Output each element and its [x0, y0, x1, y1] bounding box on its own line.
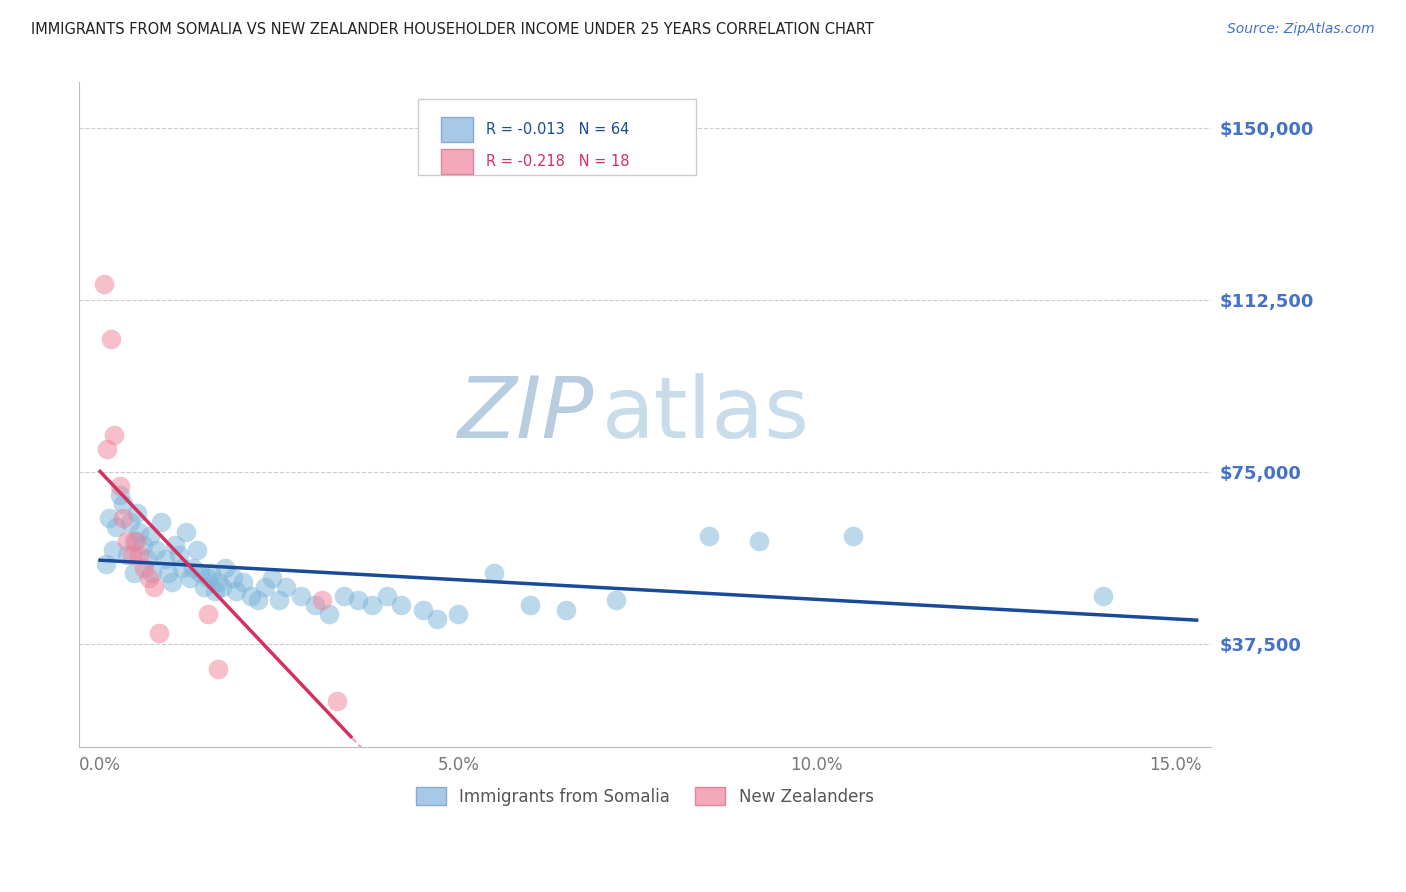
Point [160, 575, 183, 590]
Point [181, 561, 204, 575]
Point [207, 575, 229, 590]
Point [148, 625, 170, 640]
Point [128, 548, 150, 562]
Point [103, 428, 125, 442]
Point [412, 602, 434, 616]
Point [211, 580, 233, 594]
Point [325, 694, 347, 708]
Point [260, 570, 283, 584]
Text: ZIP: ZIP [457, 373, 593, 456]
Point [138, 570, 160, 584]
Point [197, 570, 219, 584]
Point [304, 598, 326, 612]
Point [389, 598, 412, 612]
Point [134, 561, 156, 575]
Point [93, 277, 115, 291]
Point [108, 479, 131, 493]
Point [101, 543, 124, 558]
Bar [441, 149, 472, 174]
Point [94, 557, 117, 571]
Point [200, 566, 222, 580]
Point [1092, 589, 1115, 603]
Point [204, 584, 226, 599]
Point [111, 497, 134, 511]
Point [124, 533, 146, 548]
Point [311, 593, 333, 607]
Point [225, 584, 247, 599]
Point [139, 529, 162, 543]
Bar [441, 117, 472, 143]
Point [96, 442, 118, 456]
Text: atlas: atlas [602, 373, 810, 456]
Text: R = -0.013   N = 64: R = -0.013 N = 64 [486, 122, 630, 137]
Point [253, 580, 276, 594]
Point [141, 566, 163, 580]
Point [332, 589, 354, 603]
Point [207, 662, 229, 676]
Point [426, 612, 449, 626]
Point [145, 543, 167, 558]
Point [174, 524, 197, 539]
Point [447, 607, 470, 622]
Legend: Immigrants from Somalia, New Zealanders: Immigrants from Somalia, New Zealanders [409, 780, 880, 813]
Point [100, 332, 122, 346]
Point [157, 566, 180, 580]
Point [214, 561, 236, 575]
Point [104, 520, 127, 534]
Point [135, 552, 157, 566]
Point [484, 566, 506, 580]
Point [232, 575, 254, 590]
Text: R = -0.218   N = 18: R = -0.218 N = 18 [486, 153, 630, 169]
Point [142, 580, 165, 594]
Point [124, 566, 146, 580]
Point [221, 570, 243, 584]
Point [605, 593, 627, 607]
Point [117, 548, 139, 562]
Point [125, 533, 148, 548]
Point [290, 589, 312, 603]
Point [375, 589, 398, 603]
Point [108, 488, 131, 502]
Point [111, 511, 134, 525]
Point [190, 566, 212, 580]
Point [246, 593, 269, 607]
Point [153, 552, 176, 566]
FancyBboxPatch shape [418, 98, 696, 175]
Point [121, 548, 143, 562]
Text: Source: ZipAtlas.com: Source: ZipAtlas.com [1227, 22, 1375, 37]
Point [120, 516, 142, 530]
Point [519, 598, 541, 612]
Point [165, 538, 187, 552]
Point [347, 593, 370, 607]
Point [269, 593, 291, 607]
Point [318, 607, 340, 622]
Point [197, 607, 219, 622]
Point [554, 602, 576, 616]
Point [149, 516, 172, 530]
Point [239, 589, 262, 603]
Point [748, 533, 770, 548]
Point [179, 570, 201, 584]
Text: IMMIGRANTS FROM SOMALIA VS NEW ZEALANDER HOUSEHOLDER INCOME UNDER 25 YEARS CORRE: IMMIGRANTS FROM SOMALIA VS NEW ZEALANDER… [31, 22, 873, 37]
Point [128, 524, 150, 539]
Point [127, 506, 149, 520]
Point [167, 548, 190, 562]
Point [841, 529, 863, 543]
Point [361, 598, 384, 612]
Point [186, 543, 208, 558]
Point [193, 580, 215, 594]
Point [117, 533, 139, 548]
Point [276, 580, 298, 594]
Point [697, 529, 720, 543]
Point [132, 538, 155, 552]
Point [97, 511, 120, 525]
Point [172, 561, 194, 575]
